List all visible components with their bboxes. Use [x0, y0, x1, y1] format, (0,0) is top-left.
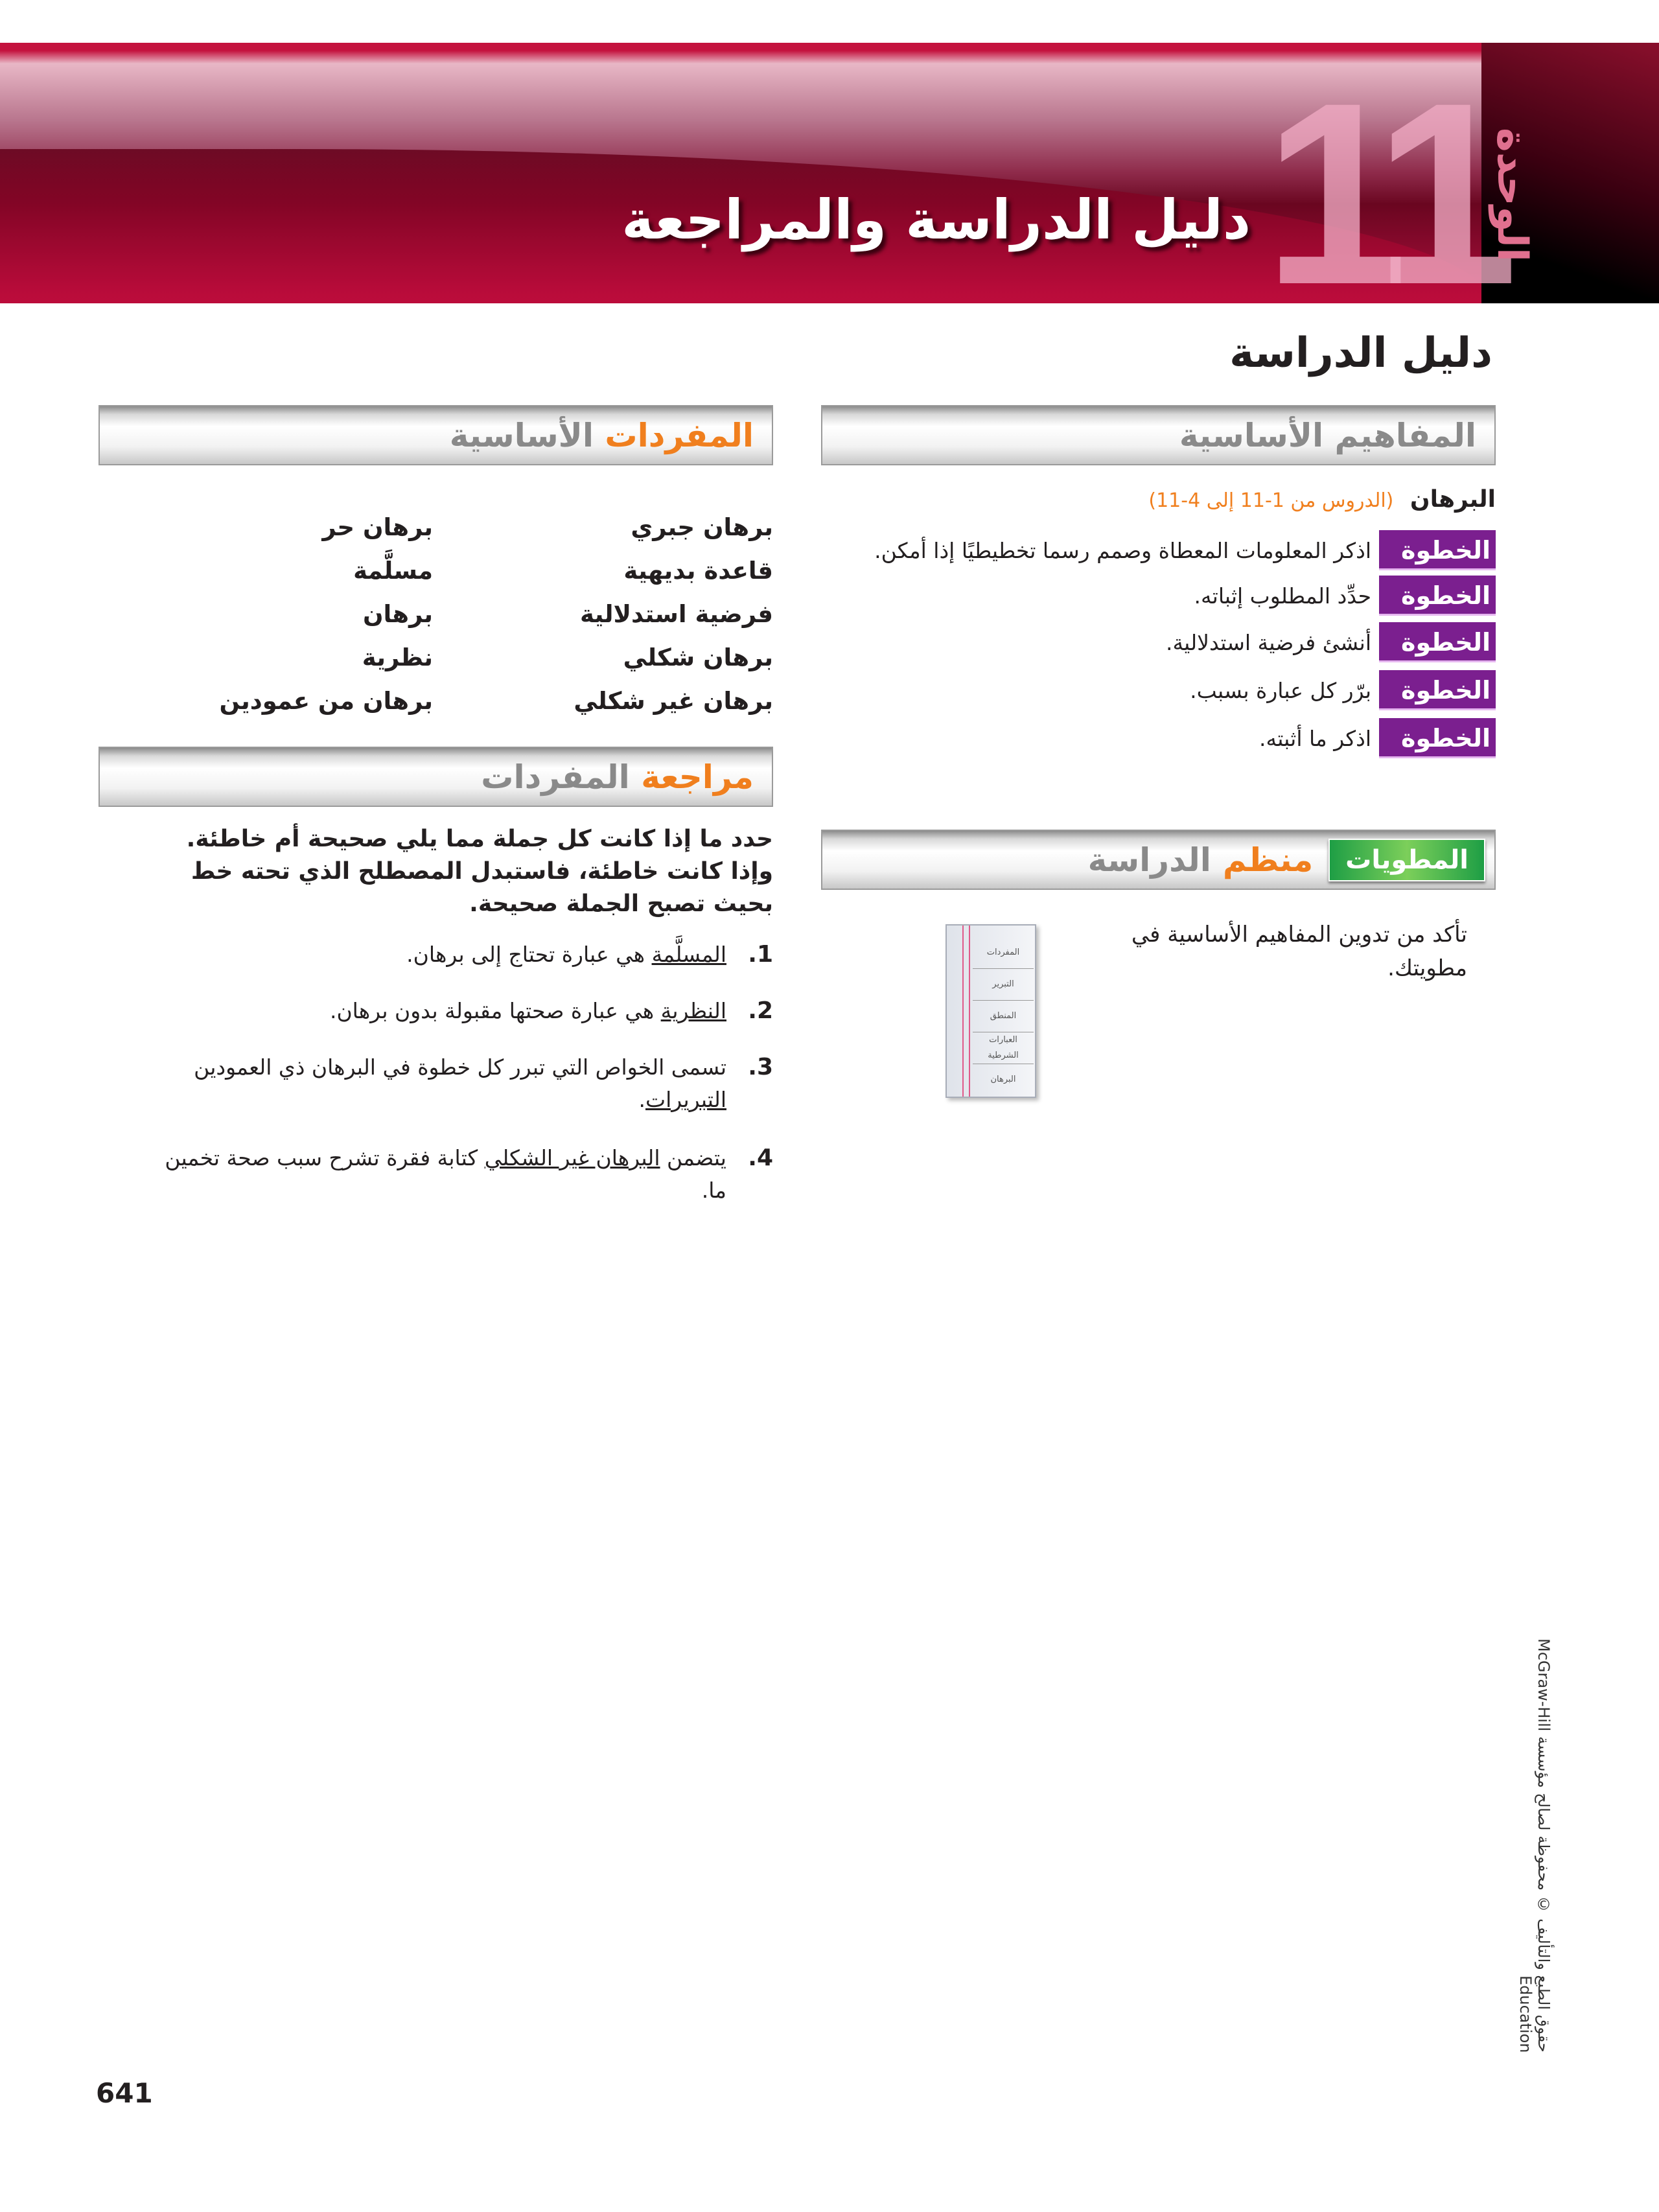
key-vocab-header: المفردات الأساسية: [99, 405, 773, 465]
step-text: حدِّد المطلوب إثباته.: [1194, 583, 1371, 609]
item-text: كتابة فقرة تشرح سبب صحة تخمين ما.: [165, 1145, 726, 1203]
vocab-term: مسلَّمة: [353, 557, 433, 585]
item-number: 4.: [748, 1145, 773, 1171]
key-vocab-heading-accent: المفردات: [605, 417, 754, 454]
item-number: 3.: [748, 1054, 773, 1080]
foldable-image: المفردات التبرير المنطق العبارات الشرطية…: [946, 924, 1036, 1098]
vocab-column-2: برهان حر مسلَّمة برهان نظرية برهان من عم…: [220, 506, 433, 723]
item-text: هي عبارة صحتها مقبولة بدون برهان.: [329, 998, 661, 1023]
item-text: يتضمن: [660, 1145, 726, 1170]
vocab-review-header: مراجعة المفردات: [99, 747, 773, 807]
vocab-review-heading-accent: مراجعة: [641, 758, 754, 796]
item-text: .: [638, 1087, 646, 1112]
vocab-term: برهان من عمودين: [219, 687, 433, 715]
step-5: الخطوة 5 اذكر ما أثبته.: [1259, 718, 1496, 793]
step-text: اذكر المعلومات المعطاة وصمم رسما تخطيطيً…: [874, 537, 1371, 563]
study-guide-title: دليل الدراسة: [1229, 329, 1492, 377]
proof-topic: البرهان (الدروس من 1-11 إلى 4-11): [1148, 486, 1496, 513]
step-label: الخطوة 4: [1379, 670, 1496, 745]
vocab-term: برهان حر: [322, 513, 433, 541]
foldables-badge: المطويات: [1328, 838, 1485, 881]
item-text: هي عبارة تحتاج إلى برهان.: [406, 942, 652, 967]
review-instructions: حدد ما إذا كانت كل جملة مما يلي صحيحة أم…: [186, 826, 773, 917]
topic-label: البرهان: [1410, 486, 1496, 513]
step-4: الخطوة 4 برّر كل عبارة بسبب.: [1190, 670, 1496, 745]
step-text: برّر كل عبارة بسبب.: [1190, 677, 1371, 703]
key-vocab-heading-rest: الأساسية: [449, 417, 594, 454]
vocab-term: فرضية استدلالية: [580, 600, 773, 628]
organizer-heading-accent: منظم: [1222, 841, 1314, 879]
organizer-heading-rest: الدراسة: [1087, 841, 1211, 879]
vocab-term: نظرية: [362, 644, 433, 671]
item-number: 2.: [748, 997, 773, 1024]
review-item-1: 1. المسلَّمة هي عبارة تحتاج إلى برهان.: [151, 938, 773, 971]
review-item-4: 4. يتضمن البرهان غير الشكلي كتابة فقرة تش…: [151, 1142, 773, 1207]
study-organizer-header: المطويات منظم الدراسة: [821, 830, 1496, 890]
step-label: الخطوة 1: [1379, 530, 1496, 605]
item-text: تسمى الخواص التي تبرر كل خطوة في البرهان…: [194, 1054, 726, 1080]
step-2: الخطوة 2 حدِّد المطلوب إثباته.: [1194, 576, 1496, 650]
unit-number: 11: [1264, 49, 1518, 338]
underlined-term: المسلَّمة: [651, 942, 726, 967]
step-label: الخطوة 3: [1379, 622, 1496, 697]
foldable-tab: العبارات الشرطية: [973, 1032, 1034, 1064]
foldable-tab: التبرير: [973, 969, 1034, 1001]
step-label: الخطوة 5: [1379, 718, 1496, 793]
page-number: 641: [96, 2077, 153, 2109]
underlined-term: النظرية: [660, 998, 726, 1023]
step-text: اذكر ما أثبته.: [1259, 725, 1371, 751]
copyright-notice: حقوق الطبع والتأليف © محفوظة لصالح مؤسسة…: [1516, 1638, 1553, 2053]
vocab-term: برهان شكلي: [623, 644, 773, 671]
foldable-tab: البرهان: [990, 1075, 1016, 1084]
unit-label: الوحدة: [1488, 127, 1536, 262]
vocab-term: برهان جبري: [631, 513, 773, 541]
step-text: أنشئ فرضية استدلالية.: [1165, 629, 1371, 655]
lessons-range: (الدروس من 1-11 إلى 4-11): [1148, 489, 1394, 512]
vocab-column-1: برهان جبري قاعدة بديهية فرضية استدلالية …: [574, 506, 773, 723]
foldable-tab: المفردات: [973, 937, 1034, 969]
unit-tab: [1481, 43, 1659, 303]
key-concepts-header: المفاهيم الأساسية: [821, 405, 1496, 465]
vocab-term: قاعدة بديهية: [623, 557, 773, 585]
step-label: الخطوة 2: [1379, 576, 1496, 650]
key-concepts-heading: المفاهيم الأساسية: [1179, 417, 1476, 454]
chapter-title: دليل الدراسة والمراجعة: [621, 188, 1251, 251]
vocab-review-heading-rest: المفردات: [481, 758, 630, 796]
underlined-term: البرهان غير الشكلي: [484, 1145, 660, 1170]
step-1: الخطوة 1 اذكر المعلومات المعطاة وصمم رسما…: [874, 530, 1496, 605]
item-number: 1.: [748, 941, 773, 968]
review-item-2: 2. النظرية هي عبارة صحتها مقبولة بدون بره…: [151, 995, 773, 1027]
organizer-text: تأكد من تدوين المفاهيم الأساسية في مطويت…: [1131, 922, 1467, 981]
vocab-term: برهان: [362, 600, 433, 628]
vocab-term: برهان غير شكلي: [574, 687, 773, 715]
step-3: الخطوة 3 أنشئ فرضية استدلالية.: [1165, 622, 1496, 697]
underlined-term: التبريرات: [645, 1087, 726, 1112]
review-item-3: 3. تسمى الخواص التي تبرر كل خطوة في البره…: [151, 1051, 773, 1116]
foldable-tab: المنطق: [973, 1001, 1034, 1032]
